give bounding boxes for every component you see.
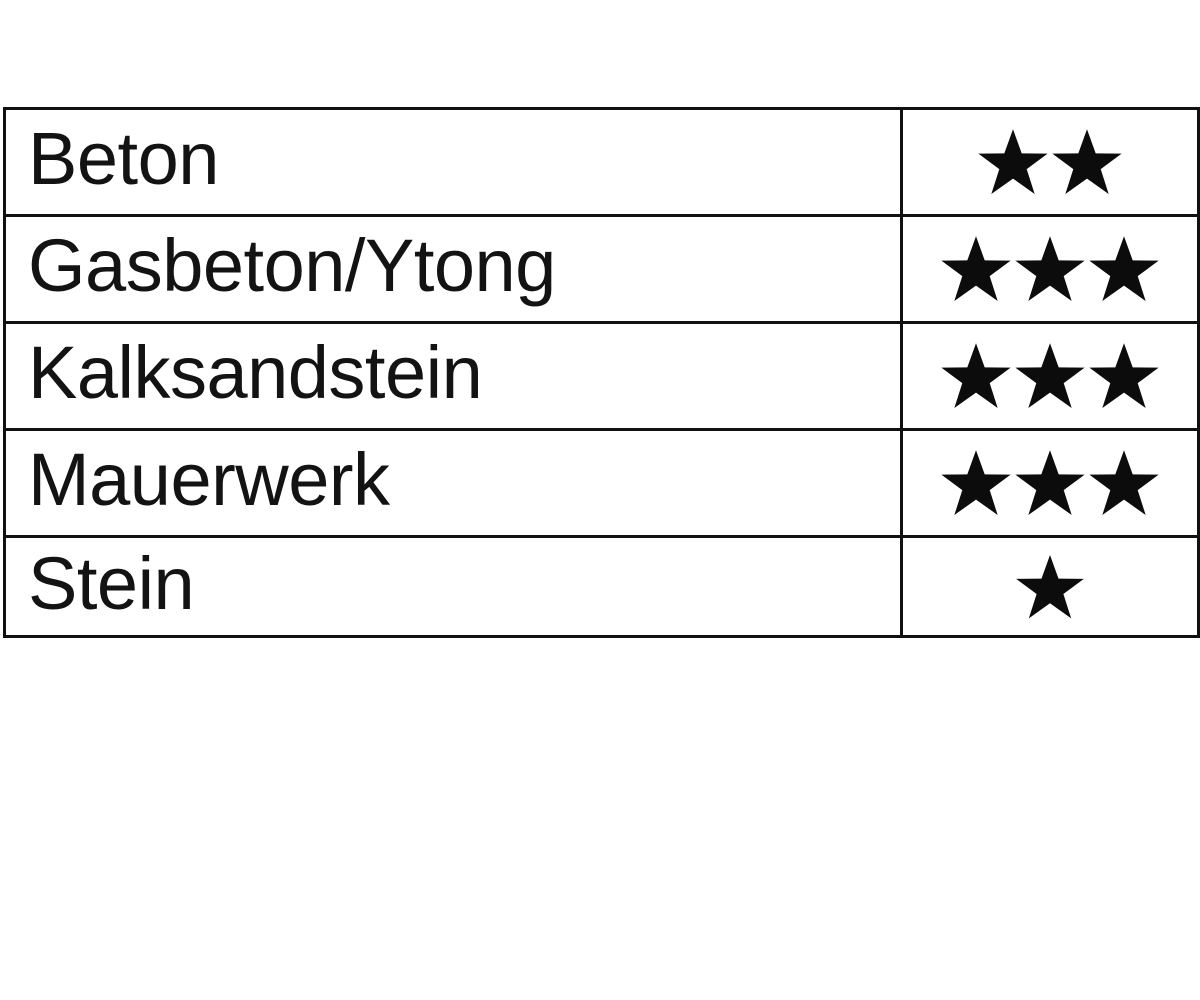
table-body: Beton Gasbeton/Ytong [3, 107, 1200, 638]
star-rating [903, 552, 1197, 622]
table-row: Kalksandstein [3, 321, 1200, 431]
material-cell: Mauerwerk [3, 428, 903, 538]
material-cell: Beton [3, 107, 903, 217]
material-label: Kalksandstein [28, 331, 483, 414]
material-label: Stein [28, 541, 195, 625]
table-row: Mauerwerk [3, 428, 1200, 538]
star-icon [1014, 552, 1086, 622]
star-rating [903, 127, 1197, 197]
rating-cell [900, 428, 1200, 538]
star-icon [939, 341, 1013, 411]
rating-cell [900, 214, 1200, 324]
material-cell: Stein [3, 535, 903, 638]
star-icon [976, 127, 1050, 197]
star-rating [903, 341, 1197, 411]
star-icon [1013, 448, 1087, 518]
material-cell: Gasbeton/Ytong [3, 214, 903, 324]
rating-cell [900, 107, 1200, 217]
rating-cell [900, 321, 1200, 431]
material-label: Gasbeton/Ytong [28, 224, 556, 307]
star-icon [939, 234, 1013, 304]
material-rating-table: Beton Gasbeton/Ytong [3, 107, 1200, 638]
star-rating [903, 234, 1197, 304]
star-icon [1013, 341, 1087, 411]
star-icon [939, 448, 1013, 518]
star-icon [1087, 234, 1161, 304]
star-icon [1050, 127, 1124, 197]
star-icon [1013, 234, 1087, 304]
rating-cell [900, 535, 1200, 638]
table-row: Gasbeton/Ytong [3, 214, 1200, 324]
material-label: Beton [28, 117, 219, 200]
material-cell: Kalksandstein [3, 321, 903, 431]
star-icon [1087, 448, 1161, 518]
table-row: Beton [3, 107, 1200, 217]
table-row: Stein [3, 535, 1200, 638]
star-rating [903, 448, 1197, 518]
star-icon [1087, 341, 1161, 411]
material-label: Mauerwerk [28, 438, 390, 521]
